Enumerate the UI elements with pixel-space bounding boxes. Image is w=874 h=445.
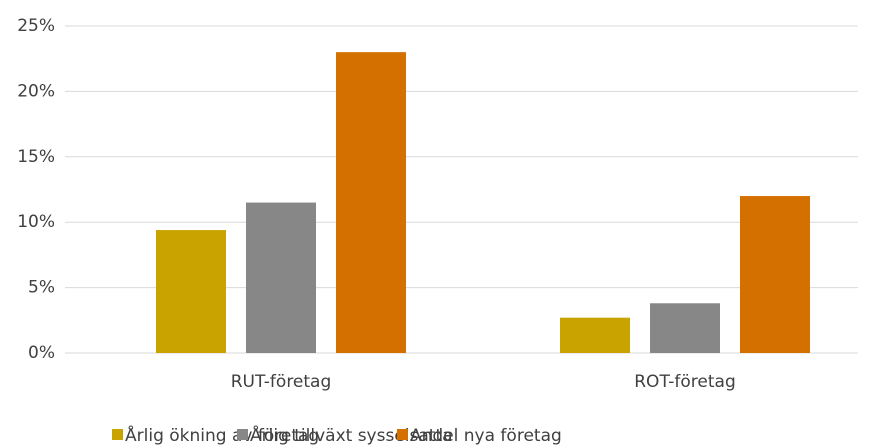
y-tick-label: 5% — [28, 278, 55, 298]
y-tick-label: 15% — [17, 147, 55, 167]
bar — [336, 52, 406, 353]
legend-swatch — [112, 429, 123, 440]
bar — [560, 317, 630, 353]
bar — [156, 230, 226, 353]
legend-swatch — [397, 429, 408, 440]
bar — [650, 303, 720, 353]
legend-swatch — [237, 429, 248, 440]
legend-label: Årlig ökning av företag — [125, 424, 319, 445]
x-tick-label: RUT-företag — [231, 372, 332, 392]
bar — [246, 202, 316, 353]
x-tick-label: ROT-företag — [634, 372, 736, 392]
y-tick-label: 10% — [17, 212, 55, 232]
y-tick-label: 20% — [17, 81, 55, 101]
legend-label: Andel nya företag — [410, 426, 562, 445]
bar — [740, 196, 810, 353]
y-tick-label: 25% — [17, 16, 55, 36]
y-tick-label: 0% — [28, 343, 55, 363]
